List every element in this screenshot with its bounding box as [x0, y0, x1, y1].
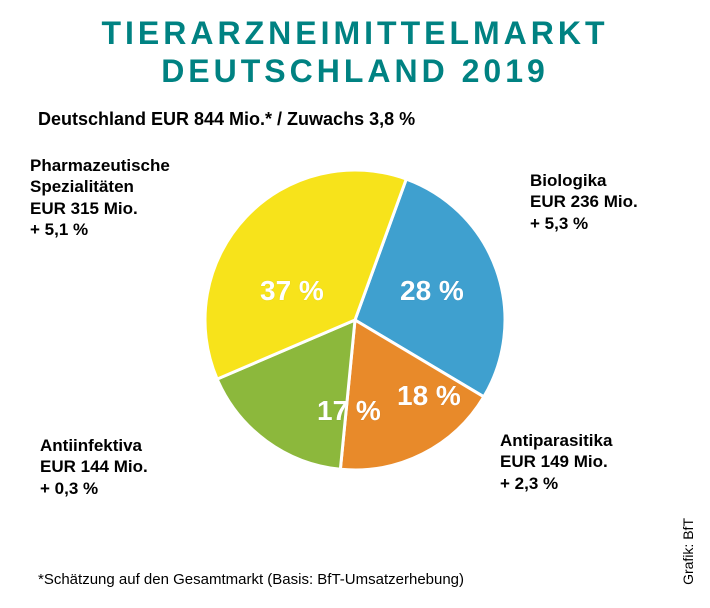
ext-label-antiinfektiva: AntiinfektivaEUR 144 Mio.+ 0,3 %: [40, 435, 148, 499]
slice-pct-antiparasitika: 18 %: [397, 380, 461, 412]
title-line-1: TIERARZNEIMITTELMARKT: [101, 15, 608, 51]
ext-label-line: Antiparasitika: [500, 430, 612, 451]
ext-label-antiparasitika: AntiparasitikaEUR 149 Mio.+ 2,3 %: [500, 430, 612, 494]
footnote-text: *Schätzung auf den Gesamtmarkt (Basis: B…: [38, 571, 464, 588]
title-line-2: DEUTSCHLAND 2019: [161, 53, 549, 89]
ext-label-pharma: PharmazeutischeSpezialitätenEUR 315 Mio.…: [30, 155, 170, 240]
ext-label-line: EUR 236 Mio.: [530, 191, 638, 212]
ext-label-line: EUR 315 Mio.: [30, 198, 170, 219]
ext-label-line: EUR 144 Mio.: [40, 456, 148, 477]
ext-label-line: Antiinfektiva: [40, 435, 148, 456]
footnote: *Schätzung auf den Gesamtmarkt (Basis: B…: [0, 561, 464, 588]
ext-label-line: Biologika: [530, 170, 638, 191]
ext-label-line: + 5,3 %: [530, 213, 638, 234]
ext-label-line: + 5,1 %: [30, 219, 170, 240]
ext-label-biologika: BiologikaEUR 236 Mio.+ 5,3 %: [530, 170, 638, 234]
slice-pct-biologika: 28 %: [400, 275, 464, 307]
credit-label: Grafik: BfT: [680, 518, 696, 585]
ext-label-line: Pharmazeutische: [30, 155, 170, 176]
pie-chart: 28 % 18 % 17 % 37 %: [205, 170, 505, 470]
chart-container: TIERARZNEIMITTELMARKT DEUTSCHLAND 2019 D…: [0, 0, 710, 608]
ext-label-line: Spezialitäten: [30, 176, 170, 197]
slice-pct-pharma: 37 %: [260, 275, 324, 307]
credit-text: Grafik: BfT: [680, 518, 696, 585]
chart-title: TIERARZNEIMITTELMARKT DEUTSCHLAND 2019: [0, 0, 710, 91]
ext-label-line: EUR 149 Mio.: [500, 451, 612, 472]
ext-label-line: + 2,3 %: [500, 473, 612, 494]
chart-subtitle: Deutschland EUR 844 Mio.* / Zuwachs 3,8 …: [0, 91, 710, 130]
ext-label-line: + 0,3 %: [40, 478, 148, 499]
subtitle-text: Deutschland EUR 844 Mio.* / Zuwachs 3,8 …: [38, 109, 415, 129]
slice-pct-antiinfektiva: 17 %: [317, 395, 381, 427]
